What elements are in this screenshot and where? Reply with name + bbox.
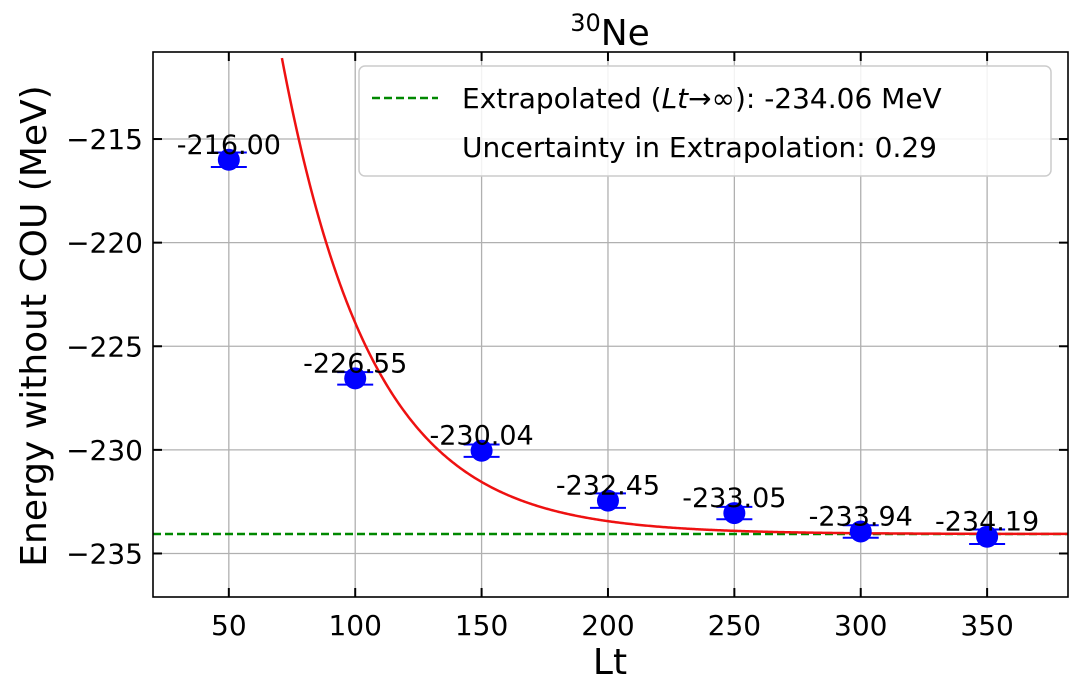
x-tick-label: 100: [328, 609, 381, 642]
data-label: -233.94: [809, 502, 913, 533]
y-tick-label: −225: [66, 330, 143, 363]
title-base: Ne: [601, 13, 650, 54]
legend-math: Lt: [662, 82, 690, 115]
data-label: -233.05: [682, 483, 786, 514]
y-axis-label: Energy without COU (MeV): [14, 85, 55, 566]
legend: Extrapolated (Lt→∞): -234.06 MeV Uncerta…: [358, 65, 1052, 177]
data-point: [976, 525, 999, 548]
x-tick-label: 200: [581, 609, 634, 642]
x-tick-label: 50: [211, 609, 247, 642]
y-tick-label: −230: [66, 434, 143, 467]
legend-entry-extrapolated: Extrapolated (Lt→∞): -234.06 MeV: [462, 82, 942, 115]
fit-curve-layer: [280, 57, 1069, 536]
legend-box: [358, 65, 1052, 177]
x-tick-label: 250: [708, 609, 761, 642]
legend-pre: Extrapolated (: [462, 82, 662, 115]
legend-post: ): -234.06 MeV: [735, 82, 942, 115]
legend-arrow: →∞: [688, 82, 735, 115]
fit-curve: [280, 57, 1069, 536]
data-point: [217, 148, 240, 171]
data-point: [470, 439, 493, 462]
x-tick-label: 300: [834, 609, 887, 642]
x-axis-label: Lt: [593, 642, 627, 683]
axis-ticks: 50 100 150 200 250 300 350 −215 −220 −225 −230 −235: [66, 52, 1068, 642]
y-tick-label: −215: [66, 123, 143, 156]
title-superscript: 30: [570, 9, 601, 37]
data-label: -230.04: [429, 421, 533, 452]
data-point: [344, 367, 367, 390]
x-tick-label: 150: [455, 609, 508, 642]
data-labels: -216.00 -226.55 -230.04 -232.45 -233.05 -233.…: [177, 130, 1040, 538]
data-label: -234.19: [935, 507, 1039, 538]
data-label: -216.00: [177, 130, 281, 161]
data-label: -232.45: [556, 471, 660, 502]
chart-title: 30Ne: [570, 9, 650, 54]
y-tick-label: −235: [66, 537, 143, 570]
data-point: [723, 502, 746, 525]
data-point: [596, 489, 619, 512]
x-tick-label: 350: [960, 609, 1013, 642]
data-point: [849, 520, 872, 543]
plot-frame: [152, 51, 1069, 598]
legend-entry-uncertainty: Uncertainty in Extrapolation: 0.29: [462, 131, 937, 164]
data-label: -226.55: [303, 348, 407, 379]
data-points: [210, 148, 1006, 548]
y-tick-label: −220: [66, 227, 143, 260]
